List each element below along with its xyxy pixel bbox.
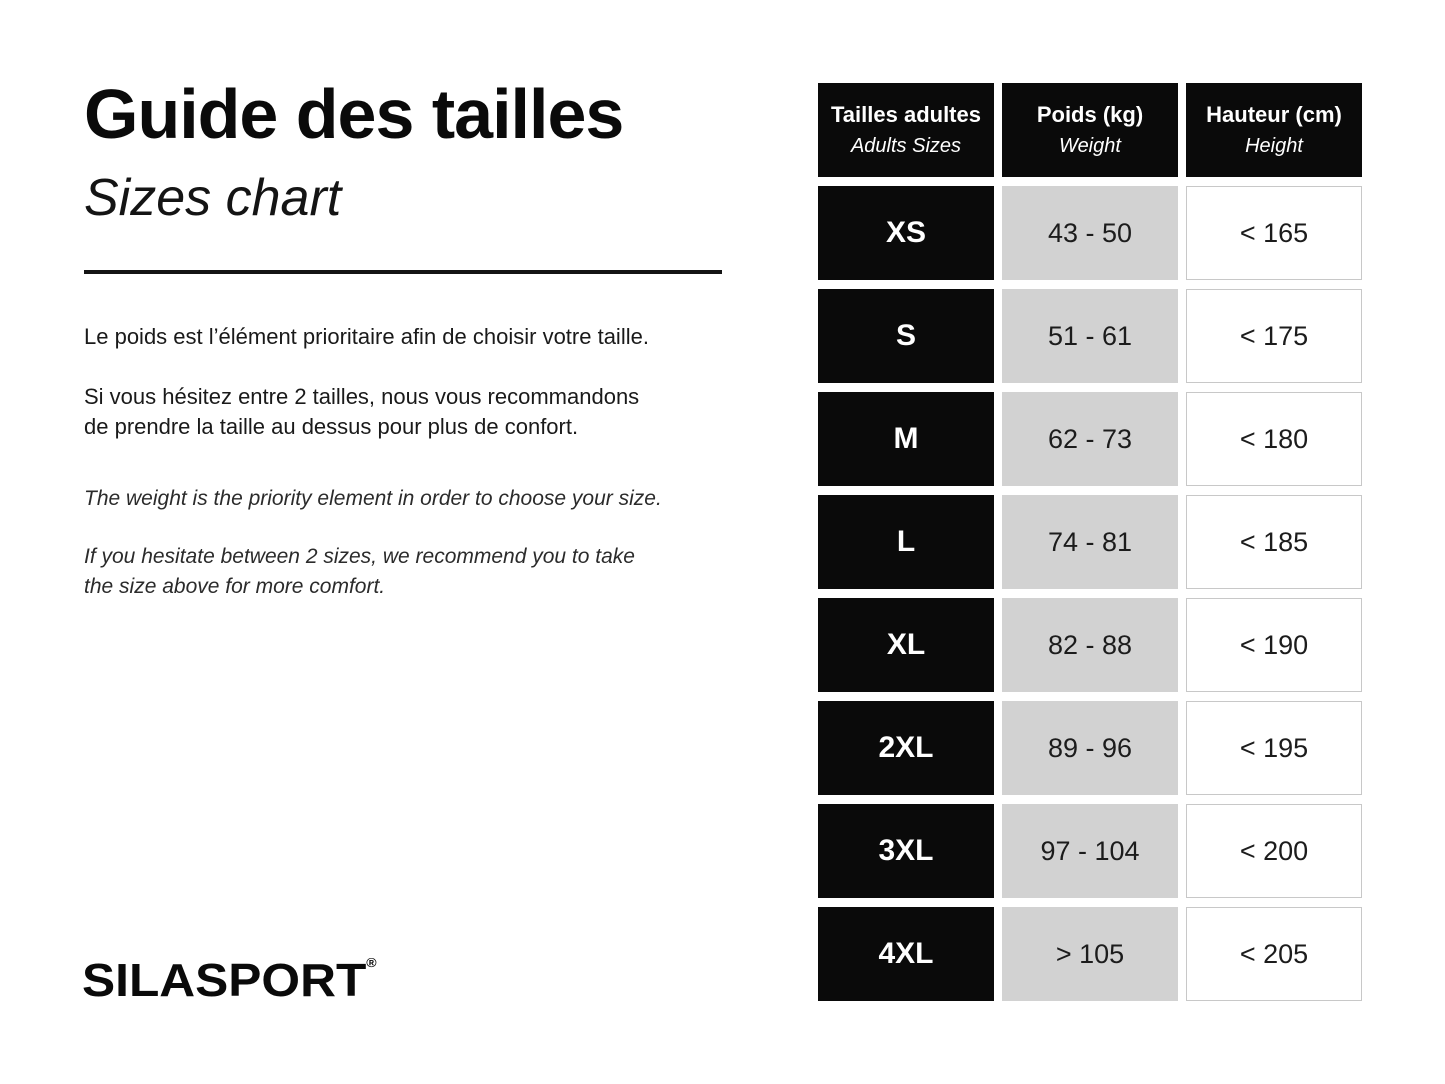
size-cell-l: L bbox=[818, 495, 994, 589]
registered-trademark-icon: ® bbox=[366, 955, 377, 970]
weight-cell-3xl: 97 - 104 bbox=[1002, 804, 1178, 898]
header-adult-sizes: Tailles adultes Adults Sizes bbox=[818, 83, 994, 177]
divider-line bbox=[84, 270, 722, 274]
english-paragraph-size-recommendation: If you hesitate between 2 sizes, we reco… bbox=[84, 545, 635, 598]
french-paragraph-size-recommendation: Si vous hésitez entre 2 tailles, nous vo… bbox=[84, 384, 640, 439]
header-height-cm: Hauteur (cm) Height bbox=[1186, 83, 1362, 177]
height-cell-s: < 175 bbox=[1186, 289, 1362, 383]
height-cell-l: < 185 bbox=[1186, 495, 1362, 589]
weight-cell-xs: 43 - 50 bbox=[1002, 186, 1178, 280]
silasport-logo: SILASPORT® bbox=[82, 953, 377, 1007]
weight-cell-2xl: 89 - 96 bbox=[1002, 701, 1178, 795]
size-cell-xl: XL bbox=[818, 598, 994, 692]
height-cell-xs: < 165 bbox=[1186, 186, 1362, 280]
height-cell-m: < 180 bbox=[1186, 392, 1362, 486]
size-chart-table: Tailles adultes Adults Sizes Poids (kg) Wei… bbox=[818, 83, 1362, 1001]
size-cell-s: S bbox=[818, 289, 994, 383]
header-height-cm-sublabel: Height bbox=[1245, 135, 1303, 157]
header-weight-kg-label: Poids (kg) bbox=[1036, 102, 1144, 127]
header-weight-kg: Poids (kg) Weight bbox=[1002, 83, 1178, 177]
english-paragraph-weight-priority: The weight is the priority element in or… bbox=[84, 487, 662, 510]
size-cell-m: M bbox=[818, 392, 994, 486]
header-adult-sizes-label: Tailles adultes bbox=[831, 102, 981, 127]
weight-cell-l: 74 - 81 bbox=[1002, 495, 1178, 589]
size-cell-xs: XS bbox=[818, 186, 994, 280]
logo-wordmark: SILASPORT bbox=[82, 954, 367, 1006]
size-cell-3xl: 3XL bbox=[818, 804, 994, 898]
height-cell-3xl: < 200 bbox=[1186, 804, 1362, 898]
height-cell-4xl: < 205 bbox=[1186, 907, 1362, 1001]
weight-cell-m: 62 - 73 bbox=[1002, 392, 1178, 486]
french-paragraph-weight-priority: Le poids est l’élément prioritaire afin … bbox=[84, 324, 649, 349]
page-title: Guide des tailles bbox=[84, 75, 624, 153]
height-cell-2xl: < 195 bbox=[1186, 701, 1362, 795]
header-weight-kg-sublabel: Weight bbox=[1059, 135, 1121, 157]
height-cell-xl: < 190 bbox=[1186, 598, 1362, 692]
size-cell-2xl: 2XL bbox=[818, 701, 994, 795]
size-cell-4xl: 4XL bbox=[818, 907, 994, 1001]
weight-cell-4xl: > 105 bbox=[1002, 907, 1178, 1001]
page-subtitle: Sizes chart bbox=[84, 169, 342, 227]
header-adult-sizes-sublabel: Adults Sizes bbox=[850, 135, 962, 157]
header-height-cm-label: Hauteur (cm) bbox=[1206, 102, 1342, 127]
weight-cell-xl: 82 - 88 bbox=[1002, 598, 1178, 692]
weight-cell-s: 51 - 61 bbox=[1002, 289, 1178, 383]
